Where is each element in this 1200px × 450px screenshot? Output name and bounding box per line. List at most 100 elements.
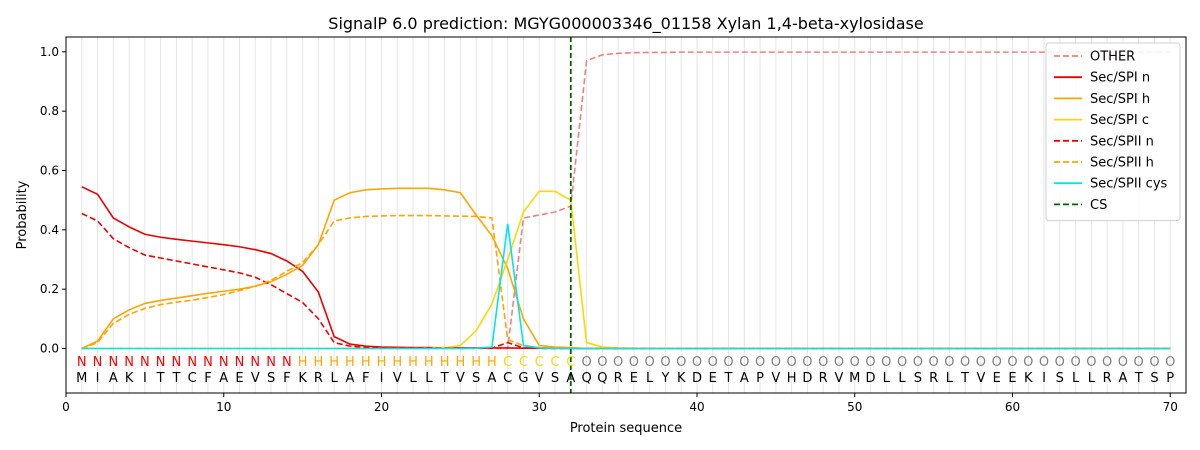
residue-label: A [487,371,496,386]
y-tick-label: 1.0 [40,45,59,59]
region-label: O [581,355,591,370]
residue-label: V [976,371,985,386]
residue-label: L [409,371,417,386]
residue-label: V [251,371,260,386]
region-label: N [235,355,245,370]
region-label: N [250,355,260,370]
residue-label: T [440,371,449,386]
region-label: O [629,355,639,370]
residue-label: T [171,371,180,386]
residue-label: S [914,371,922,386]
series-line [81,51,1171,350]
region-label: H [440,355,450,370]
residue-label: S [1150,371,1158,386]
legend-label: Sec/SPII n [1090,134,1154,149]
region-label: O [1070,355,1080,370]
region-label: O [1039,355,1049,370]
y-axis-ticks: 0.0 0.2 0.4 0.6 0.8 1.0 [40,45,66,356]
region-label: H [471,355,481,370]
x-tick-label: 50 [847,400,862,414]
residue-label: V [456,371,465,386]
residue-label: S [1056,371,1064,386]
region-label: O [1165,355,1175,370]
region-label: H [314,355,324,370]
region-label: H [424,355,434,370]
y-tick-label: 0.0 [40,342,59,356]
region-label: N [77,355,87,370]
region-label: O [976,355,986,370]
residue-label: T [724,371,733,386]
region-label: N [219,355,229,370]
region-label: N [124,355,134,370]
residue-label: E [993,371,1001,386]
residue-label: P [1166,371,1174,386]
residue-label: D [692,371,702,386]
x-tick-label: 20 [374,400,389,414]
residue-label: I [380,371,384,386]
region-label: O [739,355,749,370]
residue-label: K [298,371,307,386]
residue-label: Y [660,371,669,386]
region-label: N [203,355,213,370]
residue-label: L [425,371,433,386]
residue-label: E [709,371,717,386]
residue-label: Q [581,371,591,386]
region-label: O [802,355,812,370]
region-label: H [392,355,402,370]
residue-label: C [188,371,197,386]
y-axis-label: Probability [15,180,30,249]
region-label: O [850,355,860,370]
residue-label: M [849,371,860,386]
residue-label: I [143,371,147,386]
region-label: H [298,355,308,370]
residue-label: R [929,371,938,386]
residue-label: P [756,371,764,386]
region-label: O [645,355,655,370]
grid-lines [81,37,1171,393]
x-axis-label: Protein sequence [570,421,682,436]
residue-label: Q [597,371,607,386]
region-label: O [723,355,733,370]
residue-label: S [267,371,275,386]
residue-label: A [566,371,575,386]
x-tick-label: 30 [532,400,547,414]
region-label: N [172,355,182,370]
residue-label: F [204,371,211,386]
residue-label: E [235,371,243,386]
residue-label: V [771,371,780,386]
region-label: N [108,355,118,370]
series-line [81,214,1171,350]
region-label: O [1055,355,1065,370]
y-tick-label: 0.8 [40,104,59,118]
residue-label: L [946,371,954,386]
region-label: O [928,355,938,370]
region-label: O [818,355,828,370]
residue-label: L [1088,371,1096,386]
region-label: O [613,355,623,370]
residue-label: T [1134,371,1143,386]
legend-label: Sec/SPI h [1090,92,1150,107]
region-label: O [708,355,718,370]
region-label: C [550,355,559,370]
residue-label: R [819,371,828,386]
region-label: O [755,355,765,370]
residue-label: L [1072,371,1080,386]
region-label: C [535,355,544,370]
region-label: O [913,355,923,370]
legend-label: Sec/SPII cys [1090,177,1168,192]
chart-title: SignalP 6.0 prediction: MGYG000003346_01… [328,14,923,34]
series-line [81,186,1171,350]
residue-label: A [219,371,228,386]
residue-label: R [614,371,623,386]
residue-label: V [535,371,544,386]
x-tick-label: 70 [1163,400,1178,414]
series-lines [81,51,1171,350]
region-label: C [519,355,528,370]
residue-label: T [960,371,969,386]
residue-label: C [503,371,512,386]
region-label: H [408,355,418,370]
y-tick-label: 0.6 [40,164,59,178]
region-label: H [329,355,339,370]
residue-label: A [345,371,354,386]
residue-label: F [362,371,369,386]
